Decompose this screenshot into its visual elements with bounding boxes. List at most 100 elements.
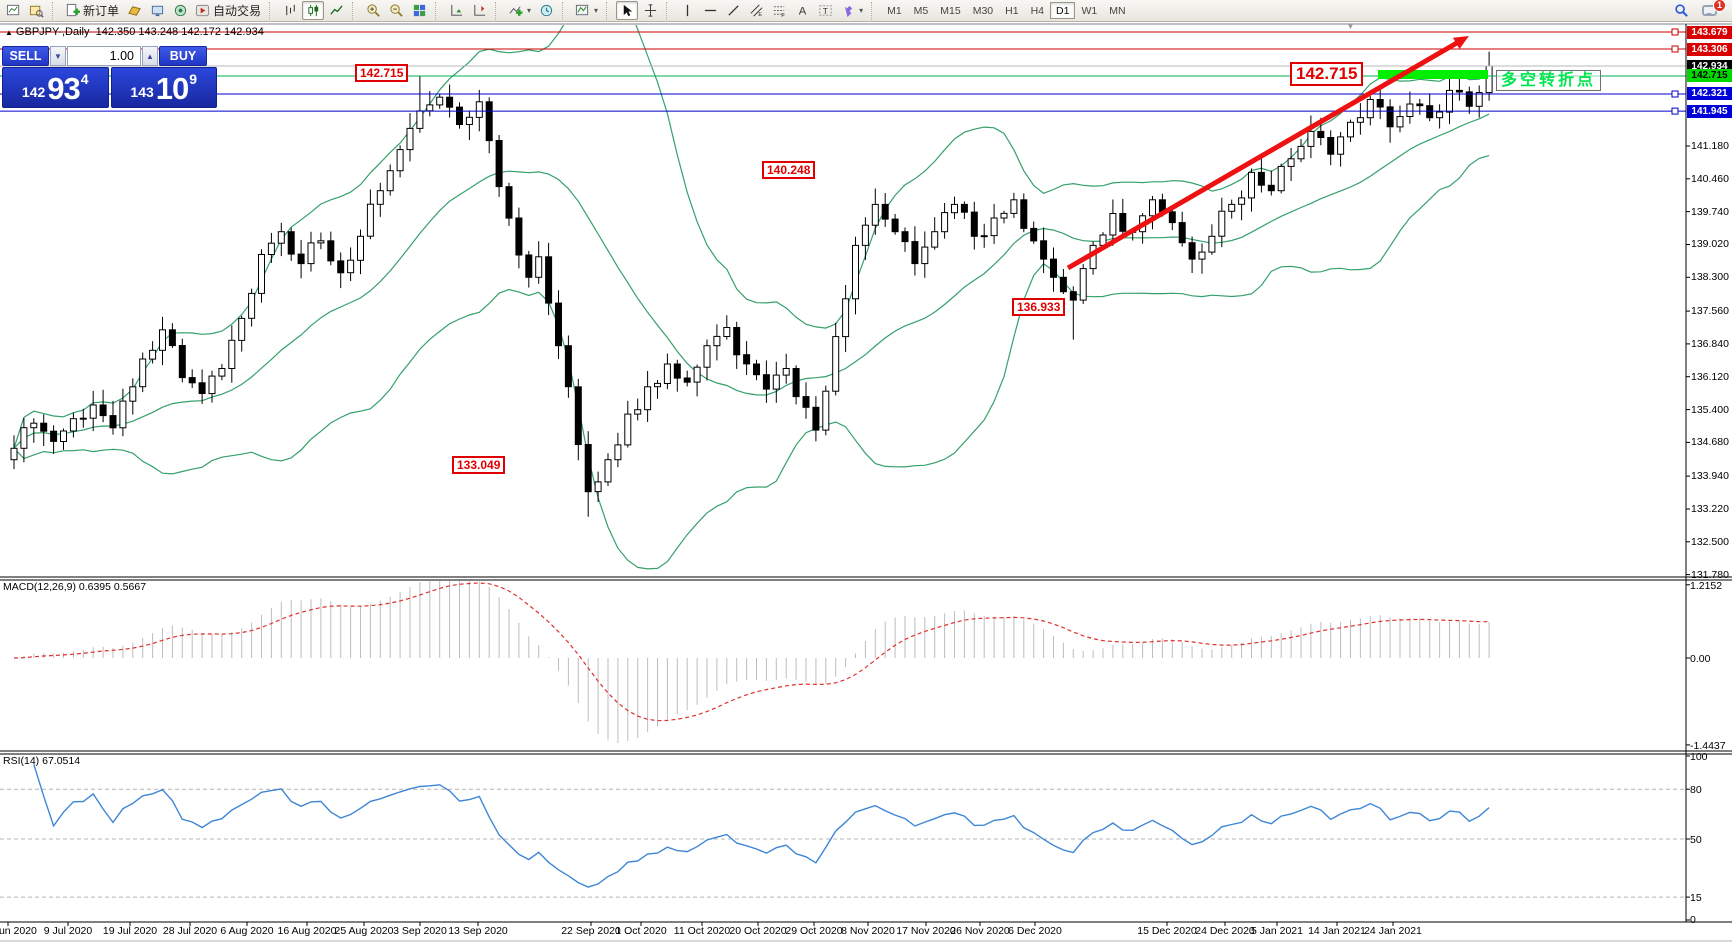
timeframe-W1[interactable]: W1	[1081, 4, 1098, 17]
timeframe-M5[interactable]: M5	[913, 4, 929, 17]
buy-button[interactable]: BUY	[159, 46, 207, 66]
label-button[interactable]: T	[814, 1, 836, 20]
rsi-scale-label: 50	[1690, 834, 1702, 846]
new-order-button[interactable]: 新订单	[62, 1, 122, 20]
indicators-caret: ▾	[527, 6, 532, 15]
cursor-button[interactable]	[616, 1, 639, 20]
templates-button[interactable]: ▾	[572, 1, 601, 20]
crosshair-button[interactable]	[639, 1, 661, 20]
autotrading-button[interactable]: 自动交易	[192, 1, 264, 20]
date-label: 24 Dec 2020	[1195, 925, 1255, 937]
price-tick-label: 141.180	[1691, 139, 1729, 152]
new-order-label: 新订单	[83, 4, 120, 18]
buy-price-display[interactable]: 143 10 9	[110, 67, 217, 108]
tile-windows-button[interactable]	[408, 1, 430, 20]
price-annotation-label[interactable]: 140.248	[762, 161, 816, 179]
chart-shift-button[interactable]	[468, 1, 490, 20]
sell-price-sup: 4	[80, 71, 89, 87]
buy-price-prefix: 143	[130, 84, 154, 100]
templates-caret: ▾	[594, 6, 599, 15]
indicators-button[interactable]: ▾	[505, 1, 534, 20]
expert-advisors-button[interactable]	[169, 1, 191, 20]
notification-badge: 1	[1713, 0, 1726, 12]
timeframe-toolbar: M1 M5 M15 M30 H1 H4 D1 W1 MN	[881, 2, 1131, 19]
price-tick-label: 135.400	[1691, 403, 1729, 416]
vertical-line-button[interactable]	[676, 1, 698, 20]
auto-scroll-button[interactable]	[445, 1, 467, 20]
fibonacci-button[interactable]: F	[768, 1, 790, 20]
timeframe-MN[interactable]: MN	[1109, 4, 1126, 17]
price-annotation-label[interactable]: 142.715	[355, 64, 409, 82]
bollinger-bands	[13, 25, 1490, 570]
candlestick-chart-button[interactable]	[302, 1, 325, 20]
toolbar-separator	[352, 1, 359, 20]
green-highlight-bar	[1378, 70, 1488, 79]
new-chart-button[interactable]	[2, 1, 24, 20]
rsi-label: RSI(14) 67.0514	[3, 755, 81, 767]
one-click-trading-panel: SELL ▼ ▲ BUY 142 93 4 143 10 9	[2, 46, 217, 108]
date-label: 6 Aug 2020	[220, 925, 274, 937]
volume-down-button[interactable]: ▼	[50, 46, 66, 66]
trendline-button[interactable]	[722, 1, 744, 20]
timeframe-M30[interactable]: M30	[972, 4, 994, 17]
price-tick-label: 139.740	[1691, 205, 1729, 218]
price-badge-142.321: 142.321	[1687, 87, 1732, 101]
right-tools: 1	[1670, 0, 1730, 20]
timeframe-H4[interactable]: H4	[1030, 4, 1045, 17]
trend-arrow-head	[1453, 35, 1469, 49]
rsi-scale-label: 15	[1690, 892, 1702, 905]
horizontal-line-button[interactable]	[699, 1, 721, 20]
price-tick-label: 134.680	[1691, 436, 1729, 449]
macd-scale-label: -1.4437	[1690, 739, 1726, 752]
autotrading-label: 自动交易	[213, 4, 262, 18]
volume-input[interactable]	[67, 46, 141, 66]
timeframe-M1[interactable]: M1	[887, 4, 902, 17]
sell-price-big: 93	[47, 71, 80, 106]
zoom-out-button[interactable]	[385, 1, 407, 20]
rsi-scale-label: 100	[1690, 751, 1708, 763]
text-button[interactable]: A	[791, 1, 813, 20]
date-label: 5 Jan 2021	[1251, 925, 1303, 937]
shapes-button[interactable]: ▾	[837, 1, 866, 20]
volume-up-button[interactable]: ▲	[142, 46, 158, 66]
candles	[10, 51, 1493, 517]
bar-chart-button[interactable]	[279, 1, 301, 20]
timeframe-M15[interactable]: M15	[940, 4, 961, 17]
price-badge-143.306: 143.306	[1687, 42, 1732, 56]
price-tick-label: 138.300	[1691, 271, 1729, 284]
notifications-button[interactable]: 1	[1702, 0, 1726, 19]
sell-button[interactable]: SELL	[2, 46, 49, 66]
line-chart-button[interactable]	[325, 1, 347, 20]
toolbar-separator	[562, 1, 569, 20]
price-annotation-label[interactable]: 133.049	[452, 456, 506, 474]
zoom-in-button[interactable]	[362, 1, 384, 20]
toolbar-separator	[52, 1, 59, 20]
search-icon[interactable]	[1670, 1, 1692, 20]
price-annotation-label[interactable]: 136.933	[1012, 298, 1066, 316]
toolbar-separator	[495, 1, 502, 20]
channel-button[interactable]: E	[745, 1, 767, 20]
rsi-scale-label: 80	[1690, 784, 1702, 797]
profiles-button[interactable]	[25, 1, 47, 20]
date-label: 25 Aug 2020	[334, 925, 394, 937]
trend-arrow-line	[1066, 37, 1464, 271]
clock-button[interactable]	[535, 1, 557, 20]
window-nav-caret: ▼	[1346, 21, 1355, 31]
collapse-icon[interactable]: ▲	[5, 28, 13, 37]
price-tick-label: 137.560	[1691, 305, 1729, 318]
buy-price-big: 10	[155, 71, 189, 106]
date-label: 9 Jul 2020	[43, 925, 93, 937]
date-label: 30 Jun 2020	[0, 925, 37, 937]
macd-scale-label: 1.2152	[1690, 579, 1723, 592]
date-label: 26 Nov 2020	[950, 925, 1010, 937]
timeframe-H1[interactable]: H1	[1005, 4, 1019, 17]
data-window-button[interactable]	[146, 1, 168, 20]
date-label: 8 Nov 2020	[841, 925, 895, 937]
sell-price-display[interactable]: 142 93 4	[2, 67, 109, 108]
trend-note-label[interactable]: 多空转折点	[1496, 70, 1602, 91]
timeframe-D1[interactable]: D1	[1050, 2, 1076, 19]
charts-button[interactable]	[123, 1, 145, 20]
price-annotation-label[interactable]: 142.715	[1290, 62, 1364, 86]
rsi-value: 67.0514	[42, 755, 81, 767]
